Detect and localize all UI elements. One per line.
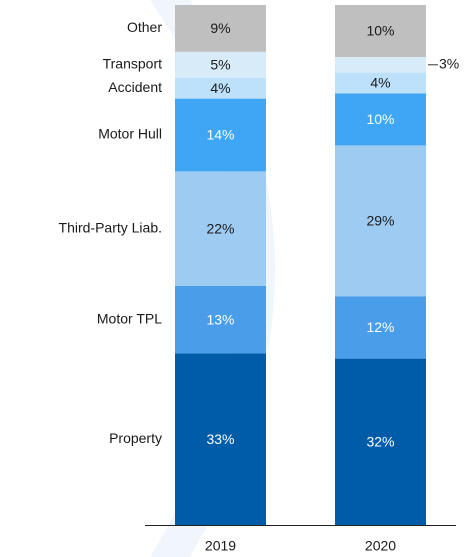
x-tick-label: 2020	[365, 538, 396, 554]
bar-segment	[175, 5, 266, 52]
bar-segment	[175, 353, 266, 525]
bar-segment	[175, 285, 266, 354]
legend-label: Other	[127, 19, 162, 35]
legend-label: Property	[109, 430, 162, 446]
value-label: 32%	[366, 434, 394, 450]
legend-label: Motor Hull	[98, 126, 162, 142]
legend-label: Third-Party Liab.	[59, 219, 162, 235]
value-label: 13%	[206, 311, 234, 327]
value-label: 4%	[210, 80, 230, 96]
value-label: 5%	[210, 57, 230, 73]
value-label: 10%	[366, 111, 394, 127]
value-label: 22%	[206, 220, 234, 236]
value-label: 9%	[210, 20, 230, 36]
value-label: 33%	[206, 431, 234, 447]
bar-segment	[335, 5, 426, 57]
legend-label: Accident	[108, 79, 162, 95]
value-label: 4%	[370, 75, 390, 91]
bar-segment	[335, 296, 426, 359]
bar-segment	[175, 98, 266, 172]
bar-segment	[175, 77, 266, 99]
x-tick-label: 2019	[205, 538, 236, 554]
legend-label: Transport	[103, 56, 163, 72]
bar-segment	[335, 358, 426, 525]
bar-segment	[335, 57, 426, 73]
bar-segment	[175, 51, 266, 78]
value-label: 3%	[439, 56, 459, 72]
bar-segment	[335, 72, 426, 94]
bar-segment	[175, 171, 266, 286]
value-label: 29%	[366, 213, 394, 229]
legend-label: Motor TPL	[97, 310, 162, 326]
value-label: 12%	[366, 319, 394, 335]
bar-segment	[335, 145, 426, 297]
value-label: 10%	[366, 23, 394, 39]
value-label: 14%	[206, 127, 234, 143]
bar-segment	[335, 93, 426, 146]
